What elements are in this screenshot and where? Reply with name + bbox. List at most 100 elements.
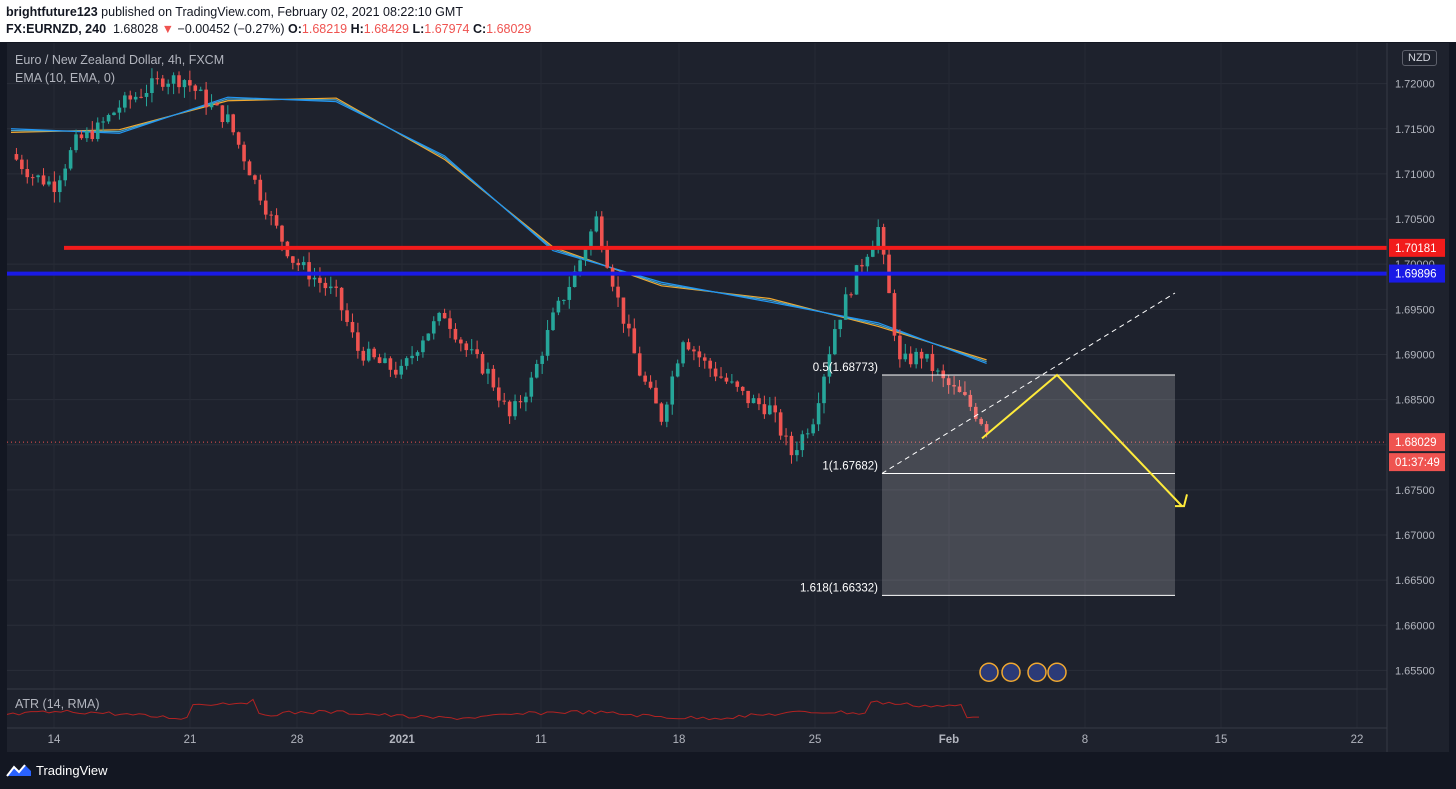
publish-header: brightfuture123 published on TradingView… [0,0,1456,42]
candle-body [258,179,263,201]
candle-body [979,418,983,425]
chart-grid [7,43,1387,728]
support-price-label-bg [1389,264,1445,283]
price-tick-label: 1.70500 [1395,214,1435,226]
time-tick-label: 14 [48,734,61,746]
candle-body [784,435,788,437]
candle-body [654,387,658,404]
candle-body [648,381,653,388]
candle-body [643,375,647,382]
candle-body [339,287,344,311]
candle-body [155,78,160,80]
candle-body [502,400,507,402]
countdown-label-bg [1389,453,1445,472]
candle-body [25,169,30,178]
candle-body [675,363,680,377]
candle-body [708,360,712,369]
candle-body [583,249,588,261]
candle-body [892,293,897,336]
candle-body [328,286,333,289]
candle-body [30,177,35,179]
candle-body [773,405,778,413]
time-tick-label: 8 [1082,734,1088,746]
candle-body [881,227,886,255]
candle-body [20,159,24,170]
candle-body [692,349,696,352]
price-chart[interactable]: 0.5(1.68773)1(1.67682)1.618(1.66332) 0.0… [6,43,1449,752]
candle-body [816,403,821,425]
candle-body [366,348,371,361]
currency-badge[interactable]: NZD [1402,50,1437,66]
trendline-dashed [881,292,1176,474]
candle-body [486,368,490,374]
candle-body [242,144,246,162]
candle-body [215,103,219,106]
candle-body [724,377,729,382]
tradingview-logo[interactable]: TradingView [6,762,108,778]
candle-body [843,294,848,320]
candle-body [903,353,908,360]
candle-body [171,75,176,84]
time-axis: 14 21 28 2021 11 18 25 Feb 8 15 22 [7,727,1387,746]
candle-body [795,450,799,456]
candle-body [52,181,57,193]
candle-body [318,277,322,283]
candle-body [762,404,767,415]
candle-body [870,245,875,257]
time-tick-label: 18 [673,734,686,746]
candle-body [74,134,78,151]
candle-body [177,75,181,88]
time-tick-label: 21 [184,734,197,746]
candle-body [150,78,154,93]
candle-body [616,286,620,298]
low-value: 1.67974 [424,22,470,36]
candle-body [876,227,880,246]
candle-body [431,321,436,334]
candle-body [193,85,198,91]
price-tick-label: 1.65500 [1395,665,1435,677]
economic-event-icon [1001,662,1021,682]
projection-arrowhead [1175,494,1188,508]
candle-body [833,329,837,355]
candle-body [545,330,550,356]
drawings [881,292,1188,682]
support-price-label: 1.69896 [1395,269,1437,281]
candle-body [263,200,268,215]
resistance-price-label-bg [1389,238,1445,257]
candle-body [589,231,593,250]
last-price-label-bg [1389,433,1445,452]
author-name[interactable]: brightfuture123 [6,5,98,19]
candle-body [144,92,149,97]
candle-body [497,387,501,401]
candle-body [567,286,572,300]
fib-extension: 0.5(1.68773) 1(1.67682) 1.618(1.66332) [800,362,1175,596]
candle-body [599,216,604,248]
ohlc-line: FX:EURNZD, 240 1.68028 ▼ −0.00452 (−0.27… [6,22,531,36]
candle-body [838,319,843,330]
candle-body [740,386,745,391]
candle-body [936,370,940,372]
chart-area[interactable]: 0.5(1.68773)1(1.67682)1.618(1.66332) 0.0… [6,43,1449,752]
horizontal-levels [7,245,1387,443]
high-label: H: [350,22,364,36]
candle-body [627,323,631,329]
atr-legend[interactable]: ATR (14, RMA) [15,697,100,711]
candle-body [226,114,230,123]
candle-body [730,381,734,383]
candle-body [356,332,360,351]
candle-body [686,342,691,350]
price-axis: 1.720001.715001.710001.705001.700001.695… [1386,43,1449,752]
candle-body [475,349,479,354]
economic-event-icon [979,662,999,682]
chart-title-legend[interactable]: Euro / New Zealand Dollar, 4h, FXCM [15,53,225,67]
ema-legend[interactable]: EMA (10, EMA, 0) [15,71,116,85]
candle-body [90,131,95,139]
candle-body [849,294,853,296]
tradingview-brand: TradingView [36,762,108,778]
price-tick-label: 1.67000 [1395,530,1435,542]
price-tick-label: 1.71500 [1395,124,1435,136]
candle-body [540,355,544,364]
close-value: 1.68029 [486,22,532,36]
candle-body [518,401,523,403]
time-tick-label: 15 [1215,734,1228,746]
